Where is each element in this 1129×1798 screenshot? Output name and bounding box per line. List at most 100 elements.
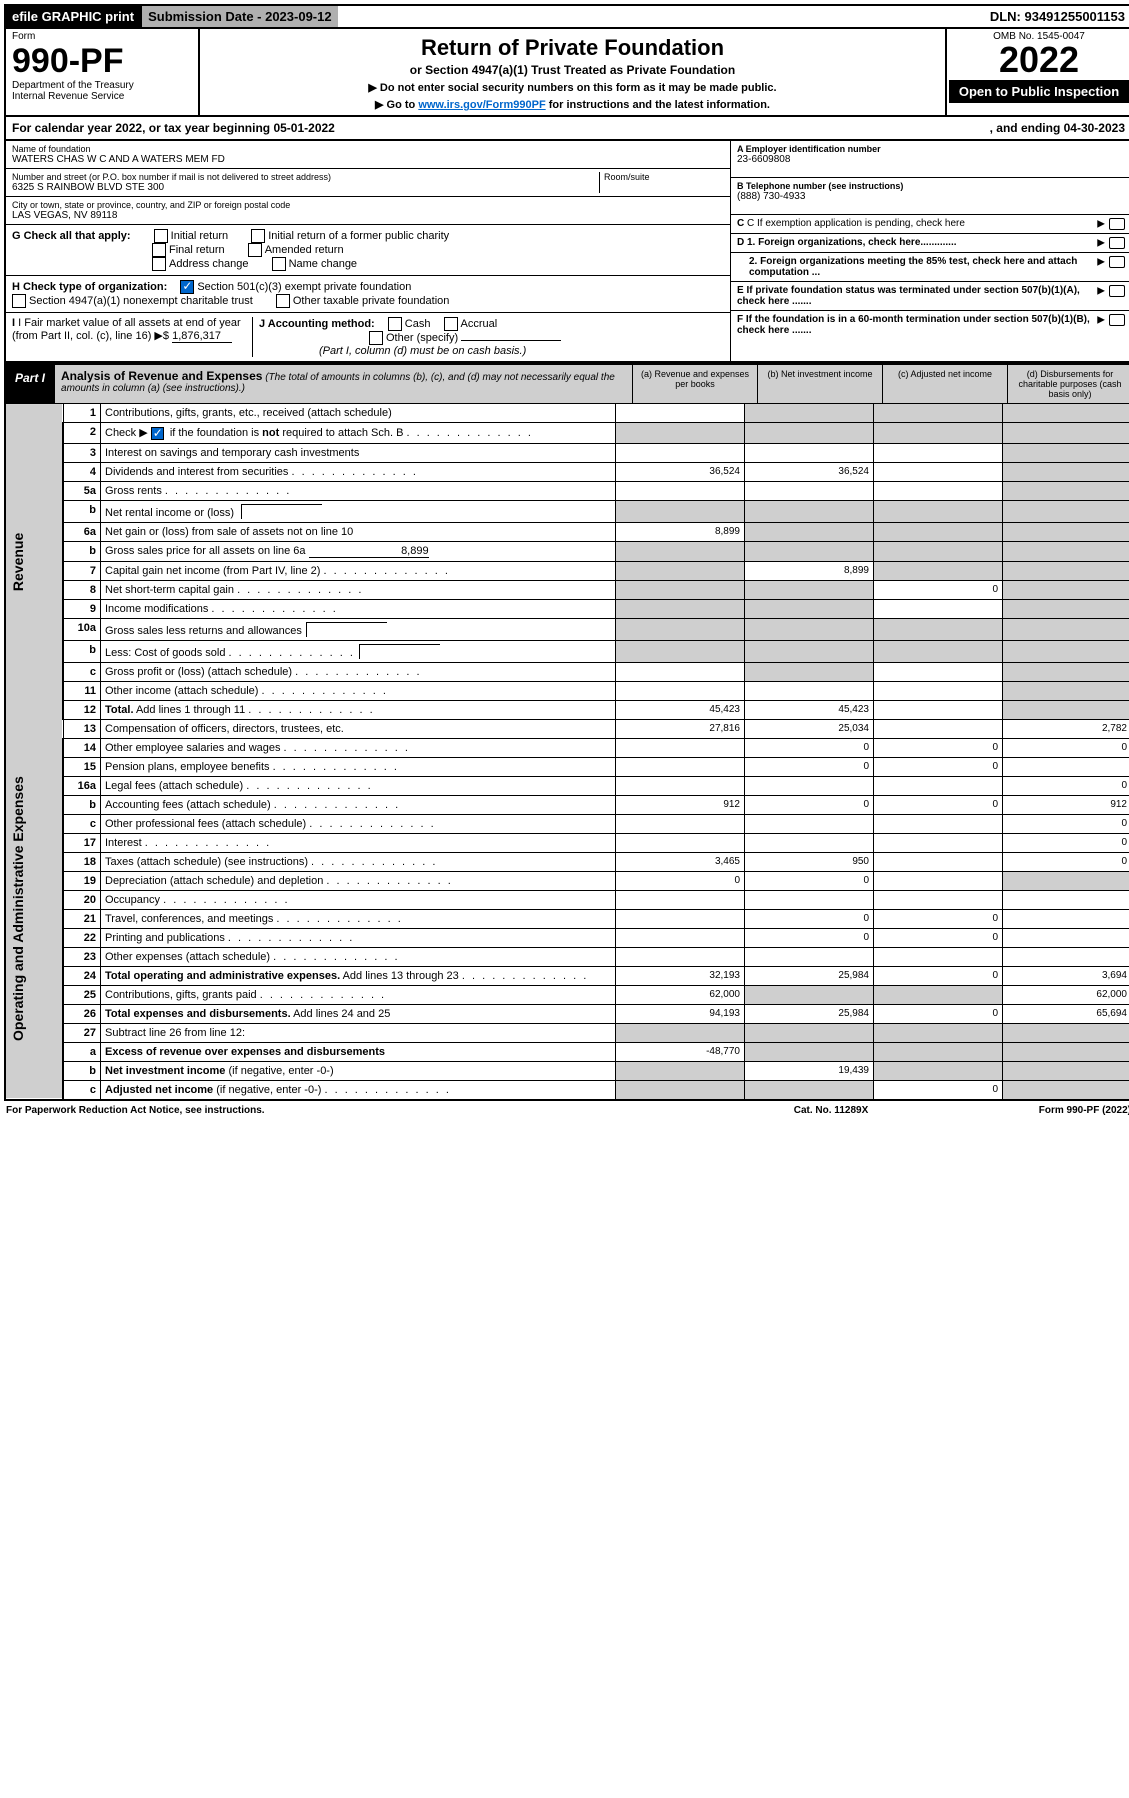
table-row: 18Taxes (attach schedule) (see instructi… xyxy=(5,852,1129,871)
line-number: 18 xyxy=(63,852,101,871)
table-row: 14Other employee salaries and wages 000 xyxy=(5,738,1129,757)
line-number: 1 xyxy=(63,404,101,423)
table-row: 26Total expenses and disbursements. Add … xyxy=(5,1004,1129,1023)
initial-return-checkbox[interactable] xyxy=(154,229,168,243)
line-desc: Net gain or (loss) from sale of assets n… xyxy=(101,522,616,541)
form-label: Form xyxy=(12,31,192,42)
irs-label: Internal Revenue Service xyxy=(12,91,192,102)
final-return-checkbox[interactable] xyxy=(152,243,166,257)
line-number: 2 xyxy=(63,423,101,444)
instr-2: ▶ Go to www.irs.gov/Form990PF for instru… xyxy=(204,98,941,111)
phone: (888) 730-4933 xyxy=(737,191,1125,202)
table-row: 6aNet gain or (loss) from sale of assets… xyxy=(5,522,1129,541)
line-desc: Net rental income or (loss) xyxy=(101,500,616,522)
cash-checkbox[interactable] xyxy=(388,317,402,331)
line-number: 12 xyxy=(63,700,101,719)
calendar-year-row: For calendar year 2022, or tax year begi… xyxy=(4,117,1129,141)
c-checkbox[interactable] xyxy=(1109,218,1125,230)
line-desc: Total expenses and disbursements. Add li… xyxy=(101,1004,616,1023)
top-bar: efile GRAPHIC print Submission Date - 20… xyxy=(4,4,1129,29)
line-desc: Compensation of officers, directors, tru… xyxy=(101,719,616,738)
table-row: bAccounting fees (attach schedule) 91200… xyxy=(5,795,1129,814)
d1-checkbox[interactable] xyxy=(1109,237,1125,249)
line-desc: Gross sales price for all assets on line… xyxy=(101,541,616,561)
col-c-header: (c) Adjusted net income xyxy=(882,365,1007,403)
part-1-table: Revenue1Contributions, gifts, grants, et… xyxy=(4,404,1129,1100)
dept-label: Department of the Treasury xyxy=(12,80,192,91)
ein: 23-6609808 xyxy=(737,154,1125,165)
table-row: 11Other income (attach schedule) xyxy=(5,681,1129,700)
amended-return-checkbox[interactable] xyxy=(248,243,262,257)
line-number: a xyxy=(63,1042,101,1061)
line-desc: Legal fees (attach schedule) xyxy=(101,776,616,795)
line-number: 4 xyxy=(63,462,101,481)
table-row: bNet rental income or (loss) xyxy=(5,500,1129,522)
line-desc: Taxes (attach schedule) (see instruction… xyxy=(101,852,616,871)
line-desc: Travel, conferences, and meetings xyxy=(101,909,616,928)
dln: DLN: 93491255001153 xyxy=(984,6,1129,27)
table-row: 16aLegal fees (attach schedule) 0 xyxy=(5,776,1129,795)
table-row: 20Occupancy xyxy=(5,890,1129,909)
line-number: b xyxy=(63,500,101,522)
line-desc: Accounting fees (attach schedule) xyxy=(101,795,616,814)
section-label: Operating and Administrative Expenses xyxy=(5,719,63,1099)
other-method-checkbox[interactable] xyxy=(369,331,383,345)
address-change-checkbox[interactable] xyxy=(152,257,166,271)
table-row: 4Dividends and interest from securities … xyxy=(5,462,1129,481)
line-number: b xyxy=(63,1061,101,1080)
line-number: 19 xyxy=(63,871,101,890)
line-desc: Contributions, gifts, grants paid xyxy=(101,985,616,1004)
section-d2: 2. Foreign organizations meeting the 85%… xyxy=(749,256,1077,278)
line-number: 14 xyxy=(63,738,101,757)
line-number: 11 xyxy=(63,681,101,700)
address: 6325 S RAINBOW BLVD STE 300 xyxy=(12,182,599,193)
line-number: 16a xyxy=(63,776,101,795)
instructions-link[interactable]: www.irs.gov/Form990PF xyxy=(418,99,545,111)
foundation-name-label: Name of foundation xyxy=(12,144,724,154)
other-taxable-checkbox[interactable] xyxy=(276,294,290,308)
line-number: 6a xyxy=(63,522,101,541)
accrual-checkbox[interactable] xyxy=(444,317,458,331)
line-desc: Excess of revenue over expenses and disb… xyxy=(101,1042,616,1061)
name-change-checkbox[interactable] xyxy=(272,257,286,271)
open-public: Open to Public Inspection xyxy=(949,80,1129,103)
efile-label[interactable]: efile GRAPHIC print xyxy=(6,6,140,27)
501c3-checkbox[interactable] xyxy=(180,280,194,294)
foundation-name: WATERS CHAS W C AND A WATERS MEM FD xyxy=(12,154,724,165)
d2-checkbox[interactable] xyxy=(1109,256,1125,268)
line-desc: Subtract line 26 from line 12: xyxy=(101,1023,616,1042)
table-row: 24Total operating and administrative exp… xyxy=(5,966,1129,985)
line-desc: Total operating and administrative expen… xyxy=(101,966,616,985)
form-title: Return of Private Foundation xyxy=(204,35,941,61)
section-e: E If private foundation status was termi… xyxy=(737,285,1080,307)
line-number: 15 xyxy=(63,757,101,776)
line-desc: Other employee salaries and wages xyxy=(101,738,616,757)
line-desc: Net investment income (if negative, ente… xyxy=(101,1061,616,1080)
cat-no: Cat. No. 11289X xyxy=(731,1105,931,1116)
line-desc: Printing and publications xyxy=(101,928,616,947)
part-1-header: Part I Analysis of Revenue and Expenses … xyxy=(4,363,1129,404)
line-number: 5a xyxy=(63,481,101,500)
submission-date: Submission Date - 2023-09-12 xyxy=(140,6,338,27)
line-number: 20 xyxy=(63,890,101,909)
line-number: b xyxy=(63,640,101,662)
room-label: Room/suite xyxy=(604,172,724,182)
line-desc: Contributions, gifts, grants, etc., rece… xyxy=(101,404,616,423)
address-label: Number and street (or P.O. box number if… xyxy=(12,172,599,182)
table-row: 8Net short-term capital gain 0 xyxy=(5,580,1129,599)
col-d-header: (d) Disbursements for charitable purpose… xyxy=(1007,365,1129,403)
section-f: F If the foundation is in a 60-month ter… xyxy=(737,314,1090,336)
initial-return-former-checkbox[interactable] xyxy=(251,229,265,243)
e-checkbox[interactable] xyxy=(1109,285,1125,297)
table-row: aExcess of revenue over expenses and dis… xyxy=(5,1042,1129,1061)
part-1-label: Part I xyxy=(5,365,55,403)
table-row: 12Total. Add lines 1 through 11 45,42345… xyxy=(5,700,1129,719)
line-number: 22 xyxy=(63,928,101,947)
4947a1-checkbox[interactable] xyxy=(12,294,26,308)
fmv-value: 1,876,317 xyxy=(172,330,232,343)
table-row: Operating and Administrative Expenses13C… xyxy=(5,719,1129,738)
f-checkbox[interactable] xyxy=(1109,314,1125,326)
line-desc: Gross profit or (loss) (attach schedule) xyxy=(101,662,616,681)
line-desc: Other expenses (attach schedule) xyxy=(101,947,616,966)
section-label: Revenue xyxy=(5,404,63,719)
